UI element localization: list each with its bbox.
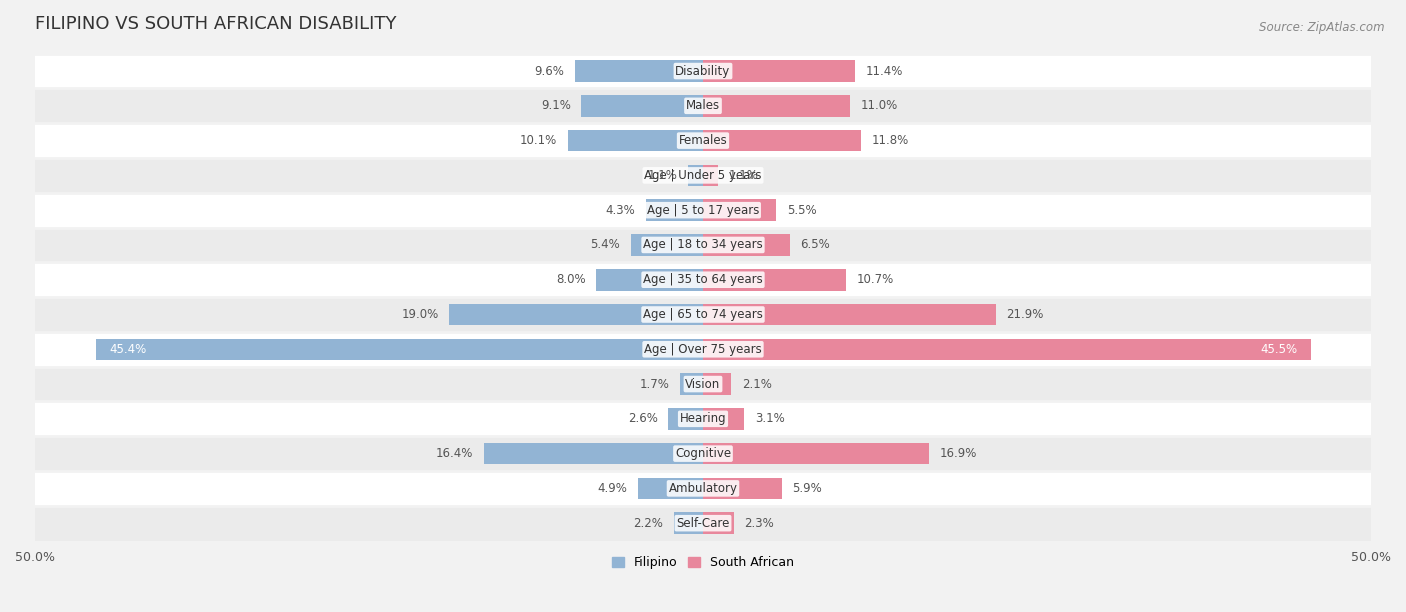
Bar	[568, 130, 703, 151]
Text: Source: ZipAtlas.com: Source: ZipAtlas.com	[1260, 21, 1385, 34]
Bar	[703, 200, 776, 221]
Text: FILIPINO VS SOUTH AFRICAN DISABILITY: FILIPINO VS SOUTH AFRICAN DISABILITY	[35, 15, 396, 33]
Text: Females: Females	[679, 134, 727, 147]
Bar	[703, 408, 744, 430]
Bar	[703, 477, 782, 499]
Bar	[35, 228, 1371, 263]
Text: 5.9%: 5.9%	[793, 482, 823, 495]
Text: 3.1%: 3.1%	[755, 412, 785, 425]
Bar	[703, 512, 734, 534]
Bar	[596, 269, 703, 291]
Bar	[35, 471, 1371, 506]
Text: Age | 5 to 17 years: Age | 5 to 17 years	[647, 204, 759, 217]
Text: 1.1%: 1.1%	[648, 169, 678, 182]
Bar	[35, 401, 1371, 436]
Text: Ambulatory: Ambulatory	[668, 482, 738, 495]
Bar	[703, 338, 1310, 360]
Bar	[35, 297, 1371, 332]
Text: Age | Under 5 years: Age | Under 5 years	[644, 169, 762, 182]
Bar	[703, 443, 929, 465]
Bar	[35, 193, 1371, 228]
Bar	[35, 54, 1371, 89]
Bar	[582, 95, 703, 117]
Text: 4.3%: 4.3%	[605, 204, 636, 217]
Bar	[35, 367, 1371, 401]
Text: 1.1%: 1.1%	[728, 169, 758, 182]
Text: Hearing: Hearing	[679, 412, 727, 425]
Bar	[449, 304, 703, 326]
Text: 2.6%: 2.6%	[627, 412, 658, 425]
Bar	[703, 373, 731, 395]
Bar	[703, 304, 995, 326]
Text: 6.5%: 6.5%	[800, 239, 831, 252]
Text: 11.4%: 11.4%	[866, 64, 904, 78]
Text: 9.6%: 9.6%	[534, 64, 564, 78]
Bar	[35, 89, 1371, 123]
Text: Age | 65 to 74 years: Age | 65 to 74 years	[643, 308, 763, 321]
Text: 11.8%: 11.8%	[872, 134, 908, 147]
Bar	[35, 263, 1371, 297]
Text: Age | 18 to 34 years: Age | 18 to 34 years	[643, 239, 763, 252]
Bar	[35, 332, 1371, 367]
Text: Self-Care: Self-Care	[676, 517, 730, 529]
Text: Vision: Vision	[685, 378, 721, 390]
Bar	[484, 443, 703, 465]
Bar	[575, 60, 703, 82]
Bar	[703, 95, 851, 117]
Bar	[673, 512, 703, 534]
Text: 9.1%: 9.1%	[541, 99, 571, 113]
Bar	[681, 373, 703, 395]
Text: 4.9%: 4.9%	[598, 482, 627, 495]
Text: 10.7%: 10.7%	[856, 273, 894, 286]
Bar	[35, 506, 1371, 540]
Bar	[668, 408, 703, 430]
Bar	[645, 200, 703, 221]
Text: 2.3%: 2.3%	[744, 517, 775, 529]
Text: 19.0%: 19.0%	[401, 308, 439, 321]
Text: 2.2%: 2.2%	[633, 517, 662, 529]
Text: 5.5%: 5.5%	[787, 204, 817, 217]
Text: 45.4%: 45.4%	[110, 343, 148, 356]
Legend: Filipino, South African: Filipino, South African	[606, 551, 800, 574]
Bar	[631, 234, 703, 256]
Bar	[637, 477, 703, 499]
Bar	[703, 130, 860, 151]
Text: 5.4%: 5.4%	[591, 239, 620, 252]
Text: 45.5%: 45.5%	[1260, 343, 1298, 356]
Text: 2.1%: 2.1%	[742, 378, 772, 390]
Bar	[35, 158, 1371, 193]
Text: Disability: Disability	[675, 64, 731, 78]
Bar	[703, 234, 790, 256]
Bar	[703, 165, 717, 186]
Text: 10.1%: 10.1%	[520, 134, 557, 147]
Bar	[35, 436, 1371, 471]
Text: 16.9%: 16.9%	[939, 447, 977, 460]
Text: 21.9%: 21.9%	[1007, 308, 1043, 321]
Bar	[97, 338, 703, 360]
Text: Age | Over 75 years: Age | Over 75 years	[644, 343, 762, 356]
Text: 11.0%: 11.0%	[860, 99, 898, 113]
Bar	[703, 269, 846, 291]
Text: 8.0%: 8.0%	[555, 273, 585, 286]
Text: 1.7%: 1.7%	[640, 378, 669, 390]
Bar	[35, 123, 1371, 158]
Text: Males: Males	[686, 99, 720, 113]
Text: 16.4%: 16.4%	[436, 447, 474, 460]
Text: Age | 35 to 64 years: Age | 35 to 64 years	[643, 273, 763, 286]
Text: Cognitive: Cognitive	[675, 447, 731, 460]
Bar	[703, 60, 855, 82]
Bar	[689, 165, 703, 186]
